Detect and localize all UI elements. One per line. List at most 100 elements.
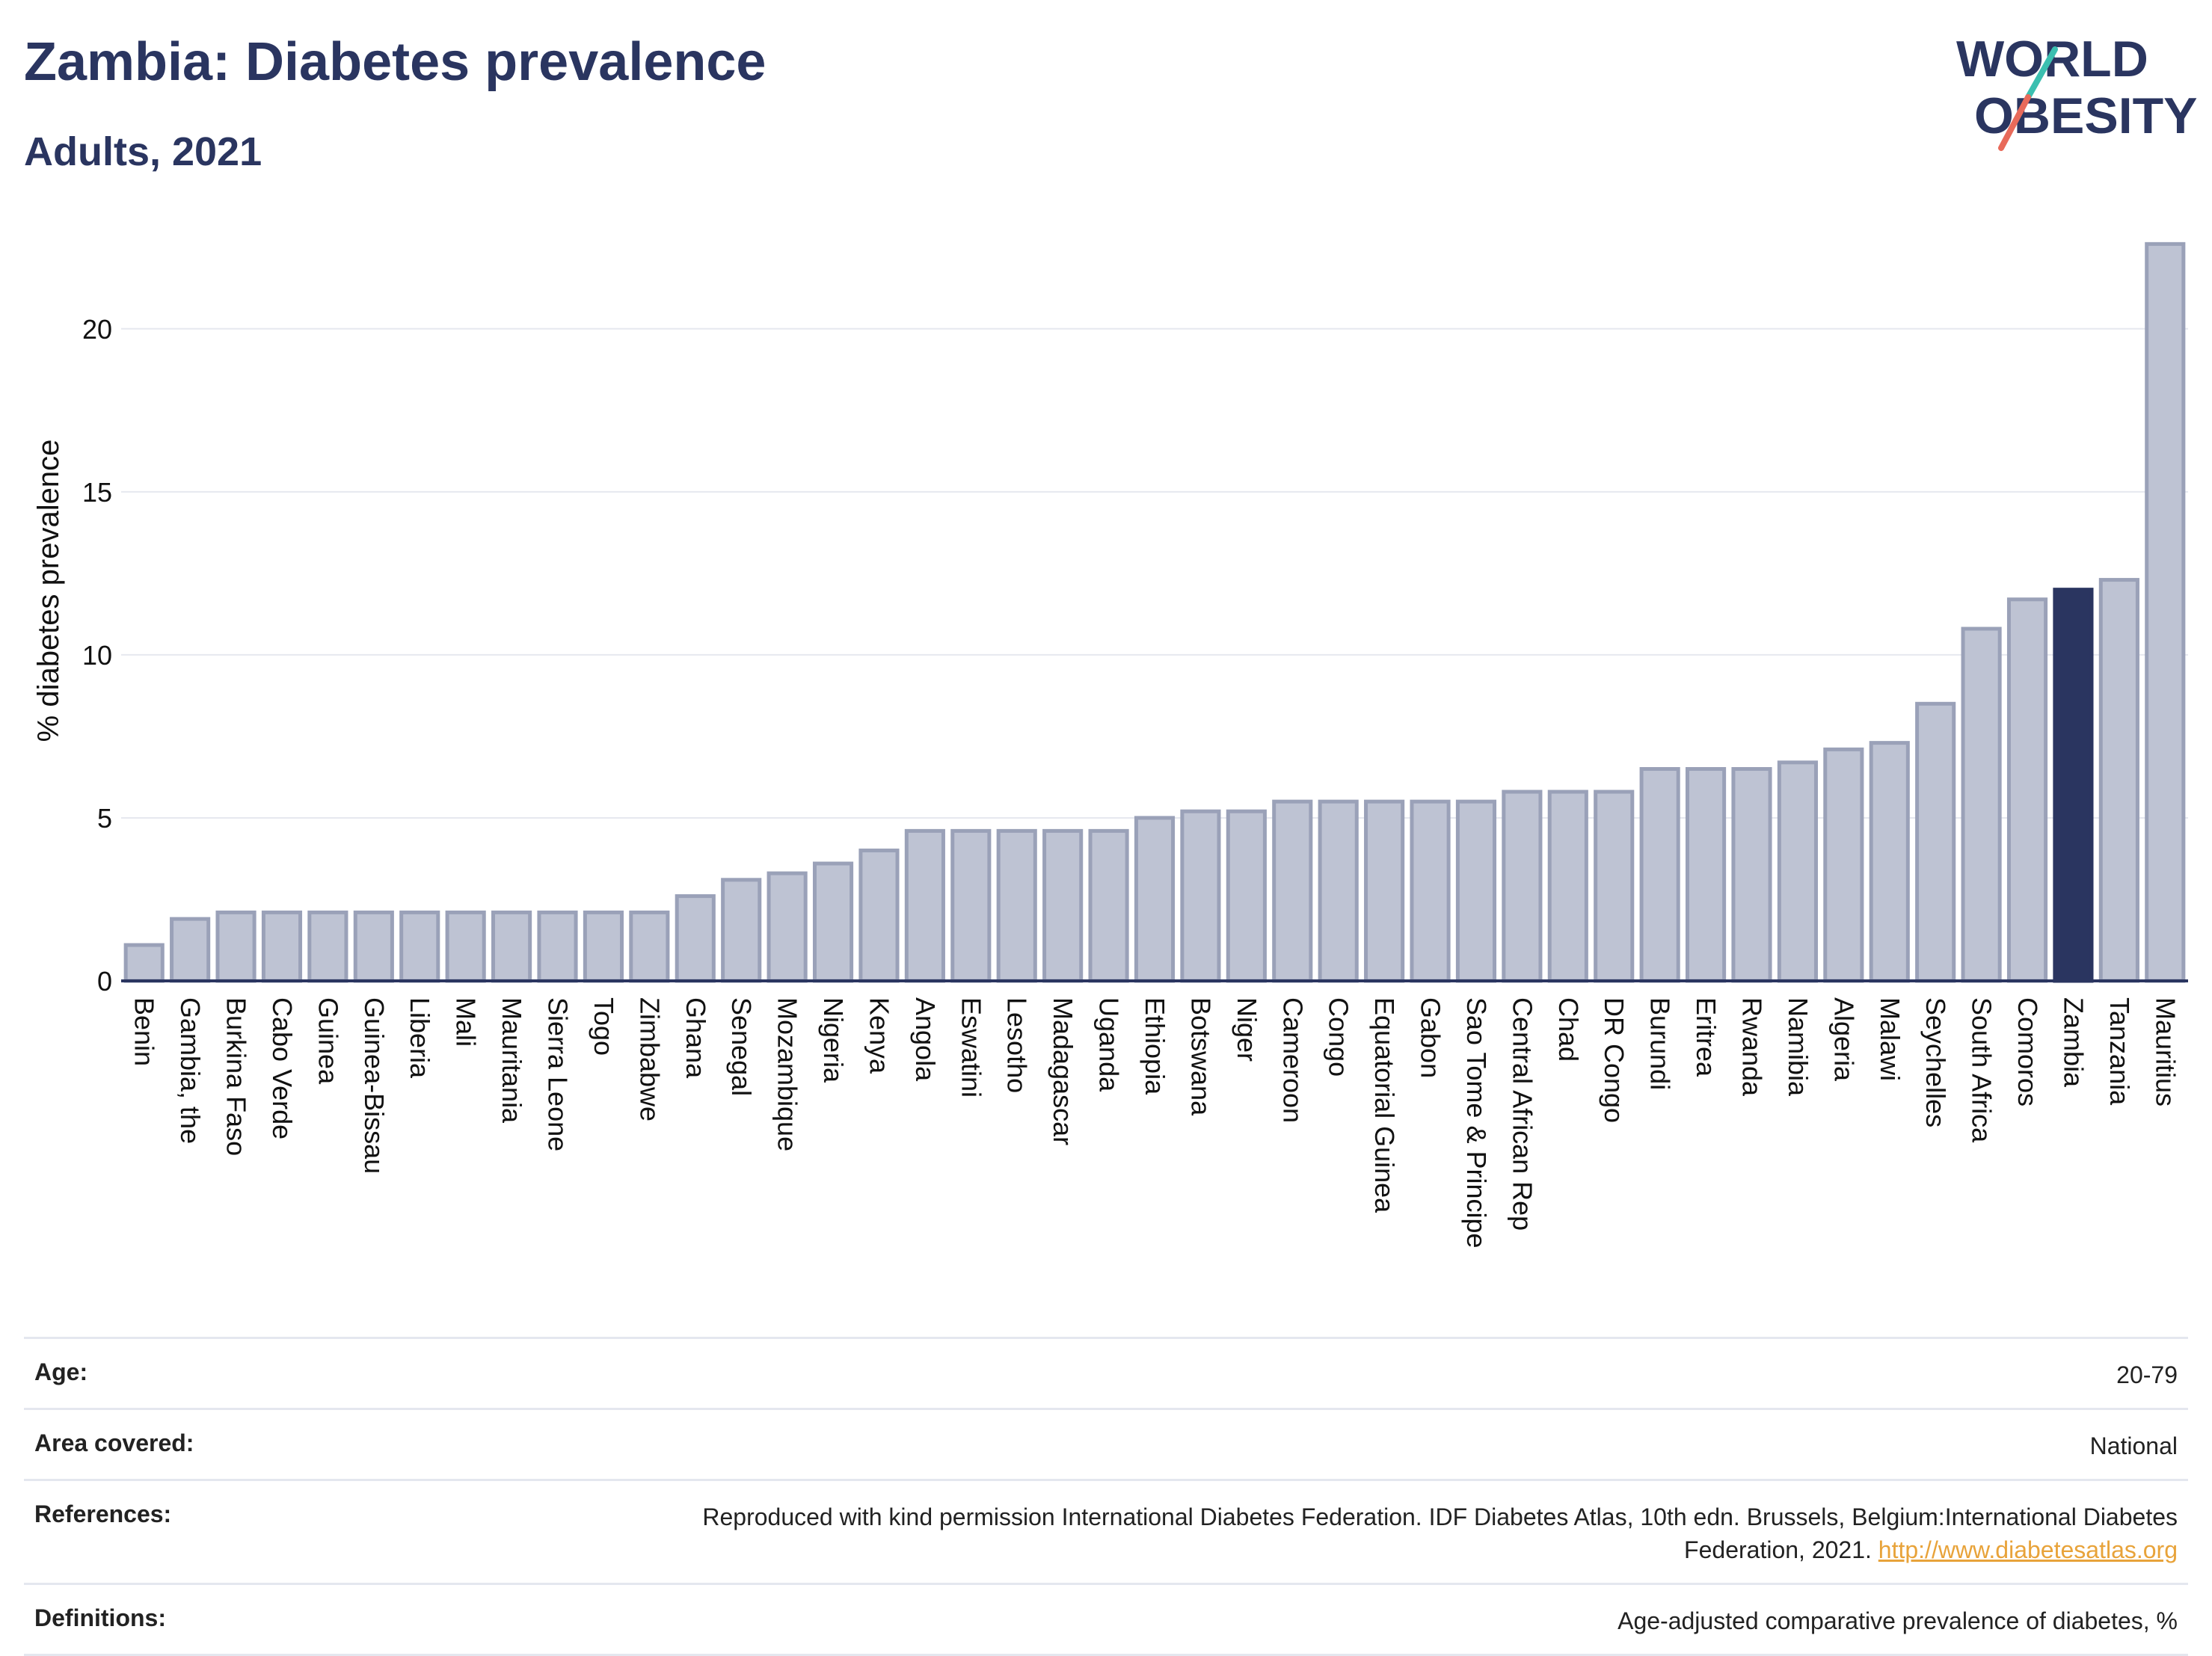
- y-tick-label: 20: [82, 314, 112, 345]
- x-tick-label: Botswana: [1185, 997, 1216, 1116]
- x-tick-label: Burkina Faso: [221, 997, 252, 1156]
- bar-zimbabwe: [629, 910, 670, 983]
- bar-sao-tome-principe: [1455, 799, 1497, 983]
- x-tick-label: Algeria: [1828, 997, 1859, 1082]
- age-value: 20-79: [2116, 1361, 2178, 1388]
- bar-burundi: [1639, 767, 1680, 983]
- x-tick-label: Cabo Verde: [267, 997, 298, 1139]
- bar-equatorial-guinea: [1364, 799, 1405, 983]
- x-tick-label: Benin: [129, 997, 160, 1066]
- logo-slash-bottom: [1998, 94, 2031, 151]
- x-tick-label: Ethiopia: [1140, 997, 1170, 1095]
- bar-cameroon: [1272, 799, 1313, 983]
- metadata-table: Age: 20-79 Area covered: National Refere…: [24, 1337, 2188, 1656]
- y-tick-label: 0: [97, 966, 112, 997]
- x-tick-label: Mali: [451, 997, 482, 1047]
- references-row: References: Reproduced with kind permiss…: [24, 1479, 2188, 1583]
- y-tick-label: 15: [82, 477, 112, 508]
- bar-gambia-the: [170, 917, 211, 983]
- bar-mauritania: [491, 910, 532, 983]
- x-tick-label: Zimbabwe: [634, 997, 665, 1121]
- x-tick-label: Niger: [1232, 997, 1262, 1062]
- bar-ghana: [675, 894, 716, 983]
- bar-togo: [583, 910, 624, 983]
- bar-benin: [123, 943, 165, 983]
- bar-tanzania: [2098, 578, 2139, 983]
- bar-botswana: [1180, 809, 1221, 983]
- x-tick-label: Seychelles: [1920, 997, 1951, 1127]
- x-tick-label: Tanzania: [2104, 997, 2135, 1106]
- x-tick-label: Senegal: [726, 997, 757, 1096]
- x-tick-label: Equatorial Guinea: [1369, 997, 1400, 1213]
- bar-guinea: [307, 910, 348, 983]
- x-tick-label: Lesotho: [1002, 997, 1033, 1093]
- references-value: Reproduced with kind permission Internat…: [645, 1500, 2178, 1566]
- x-tick-label: Congo: [1324, 997, 1354, 1077]
- bar-madagascar: [1042, 828, 1084, 983]
- x-tick-label: Guinea: [313, 997, 343, 1085]
- references-label: References:: [34, 1500, 172, 1527]
- x-tick-label: Guinea-Bissau: [359, 997, 390, 1174]
- area-label: Area covered:: [34, 1429, 194, 1456]
- x-tick-label: Malawi: [1875, 997, 1905, 1081]
- bar-mali: [445, 910, 486, 983]
- bar-namibia: [1777, 760, 1818, 983]
- x-tick-label: Comoros: [2012, 997, 2043, 1106]
- age-row: Age: 20-79: [24, 1337, 2188, 1408]
- x-tick-label: Chad: [1553, 997, 1584, 1062]
- bar-congo: [1318, 799, 1359, 983]
- x-tick-label: Eswatini: [956, 997, 986, 1098]
- bar-uganda: [1088, 828, 1129, 983]
- bar-cabo-verde: [261, 910, 303, 983]
- y-tick-label: 5: [97, 803, 112, 834]
- bar-south-africa: [1961, 627, 2002, 983]
- x-tick-label: Gambia, the: [175, 997, 206, 1144]
- x-tick-label: DR Congo: [1599, 997, 1629, 1123]
- y-tick-label: 10: [82, 640, 112, 671]
- bar-mauritius: [2145, 241, 2186, 983]
- axes: 0 5 10 15 20 Benin Gambia, the Burkina Faso Cabo…: [82, 314, 2188, 1249]
- bars: [123, 241, 2186, 983]
- x-tick-label: Zambia: [2058, 997, 2089, 1088]
- bar-guinea-bissau: [353, 910, 394, 983]
- age-label: Age:: [34, 1358, 88, 1385]
- definitions-row: Definitions: Age-adjusted comparative pr…: [24, 1583, 2188, 1656]
- area-row: Area covered: National: [24, 1408, 2188, 1479]
- bar-malawi: [1869, 741, 1910, 983]
- x-tick-label: Namibia: [1783, 997, 1813, 1097]
- x-tick-label: Burundi: [1645, 997, 1676, 1090]
- x-tick-label: Liberia: [405, 997, 435, 1079]
- x-tick-label: Mauritius: [2150, 997, 2181, 1106]
- x-tick-label: Mozambique: [772, 997, 803, 1151]
- bar-algeria: [1823, 747, 1864, 983]
- x-tick-label: Nigeria: [818, 997, 849, 1083]
- bar-gabon: [1410, 799, 1451, 983]
- x-tick-label: Cameroon: [1277, 997, 1308, 1123]
- x-tick-label: Togo: [589, 997, 619, 1056]
- x-tick-label: Kenya: [864, 997, 894, 1074]
- bar-niger: [1226, 809, 1267, 983]
- references-text: Reproduced with kind permission Internat…: [702, 1503, 2178, 1563]
- bar-mozambique: [766, 871, 808, 983]
- bar-central-african-rep: [1502, 789, 1543, 983]
- bar-seychelles: [1915, 701, 1956, 983]
- definitions-value: Age-adjusted comparative prevalence of d…: [1617, 1607, 2178, 1634]
- x-tick-label: South Africa: [1967, 997, 1997, 1143]
- diabetes-atlas-link[interactable]: http://www.diabetesatlas.org: [1878, 1536, 2178, 1563]
- definitions-label: Definitions:: [34, 1604, 166, 1631]
- bar-eswatini: [950, 828, 992, 983]
- bar-ethiopia: [1134, 816, 1176, 983]
- chart-title: Zambia: Diabetes prevalence: [24, 32, 766, 92]
- bar-kenya: [858, 849, 900, 983]
- y-axis-label: % diabetes prevalence: [32, 440, 65, 742]
- area-value: National: [2089, 1432, 2178, 1459]
- x-tick-label: Sierra Leone: [543, 997, 574, 1151]
- x-tick-label: Angola: [910, 997, 941, 1082]
- x-tick-label: Gabon: [1416, 997, 1446, 1078]
- x-tick-label: Madagascar: [1048, 997, 1078, 1145]
- bar-sierra-leone: [537, 910, 578, 983]
- x-tick-label: Central African Rep: [1507, 997, 1537, 1231]
- bar-dr-congo: [1594, 789, 1635, 983]
- x-tick-label: Uganda: [1094, 997, 1125, 1092]
- bar-burkina-faso: [215, 910, 256, 983]
